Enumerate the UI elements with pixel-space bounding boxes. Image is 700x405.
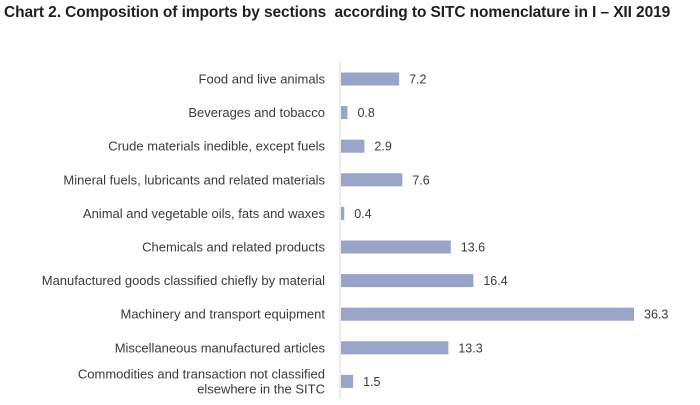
category-label: Mineral fuels, lubricants and related ma… [63,172,325,187]
category-label: Animal and vegetable oils, fats and waxe… [83,206,326,221]
bar [341,206,345,220]
bar [341,374,354,388]
category-label: Food and live animals [199,72,326,87]
category-label: Beverages and tobacco [188,105,325,120]
category-label: Miscellaneous manufactured articles [115,340,326,355]
bar [341,307,634,321]
category-label: Chemicals and related products [142,240,325,255]
category-label: Machinery and transport equipment [120,307,325,322]
bar [341,240,451,254]
value-label: 7.2 [409,73,426,87]
value-label: 1.5 [363,375,380,389]
bar [341,341,449,355]
category-label: elsewhere in the SITC [197,381,325,396]
value-label: 16.4 [483,274,507,288]
bar [341,72,400,86]
bars-layer: Food and live animals 7.2 Beverages and to… [42,72,669,397]
value-label: 2.9 [374,140,391,154]
chart-title: Chart 2. Composition of imports by secti… [4,4,671,21]
bar [341,274,474,288]
category-label: Manufactured goods classified chiefly by… [42,273,325,288]
value-label: 13.6 [461,241,485,255]
value-label: 0.4 [354,207,371,221]
category-label: Commodities and transaction not classifi… [78,366,325,381]
bar [341,173,403,187]
value-label: 0.8 [357,106,374,120]
value-label: 13.3 [458,341,482,355]
bar [341,139,365,153]
value-label: 7.6 [412,173,429,187]
bar [341,106,348,120]
value-label: 36.3 [644,308,668,322]
category-label: Crude materials inedible, except fuels [108,139,325,154]
